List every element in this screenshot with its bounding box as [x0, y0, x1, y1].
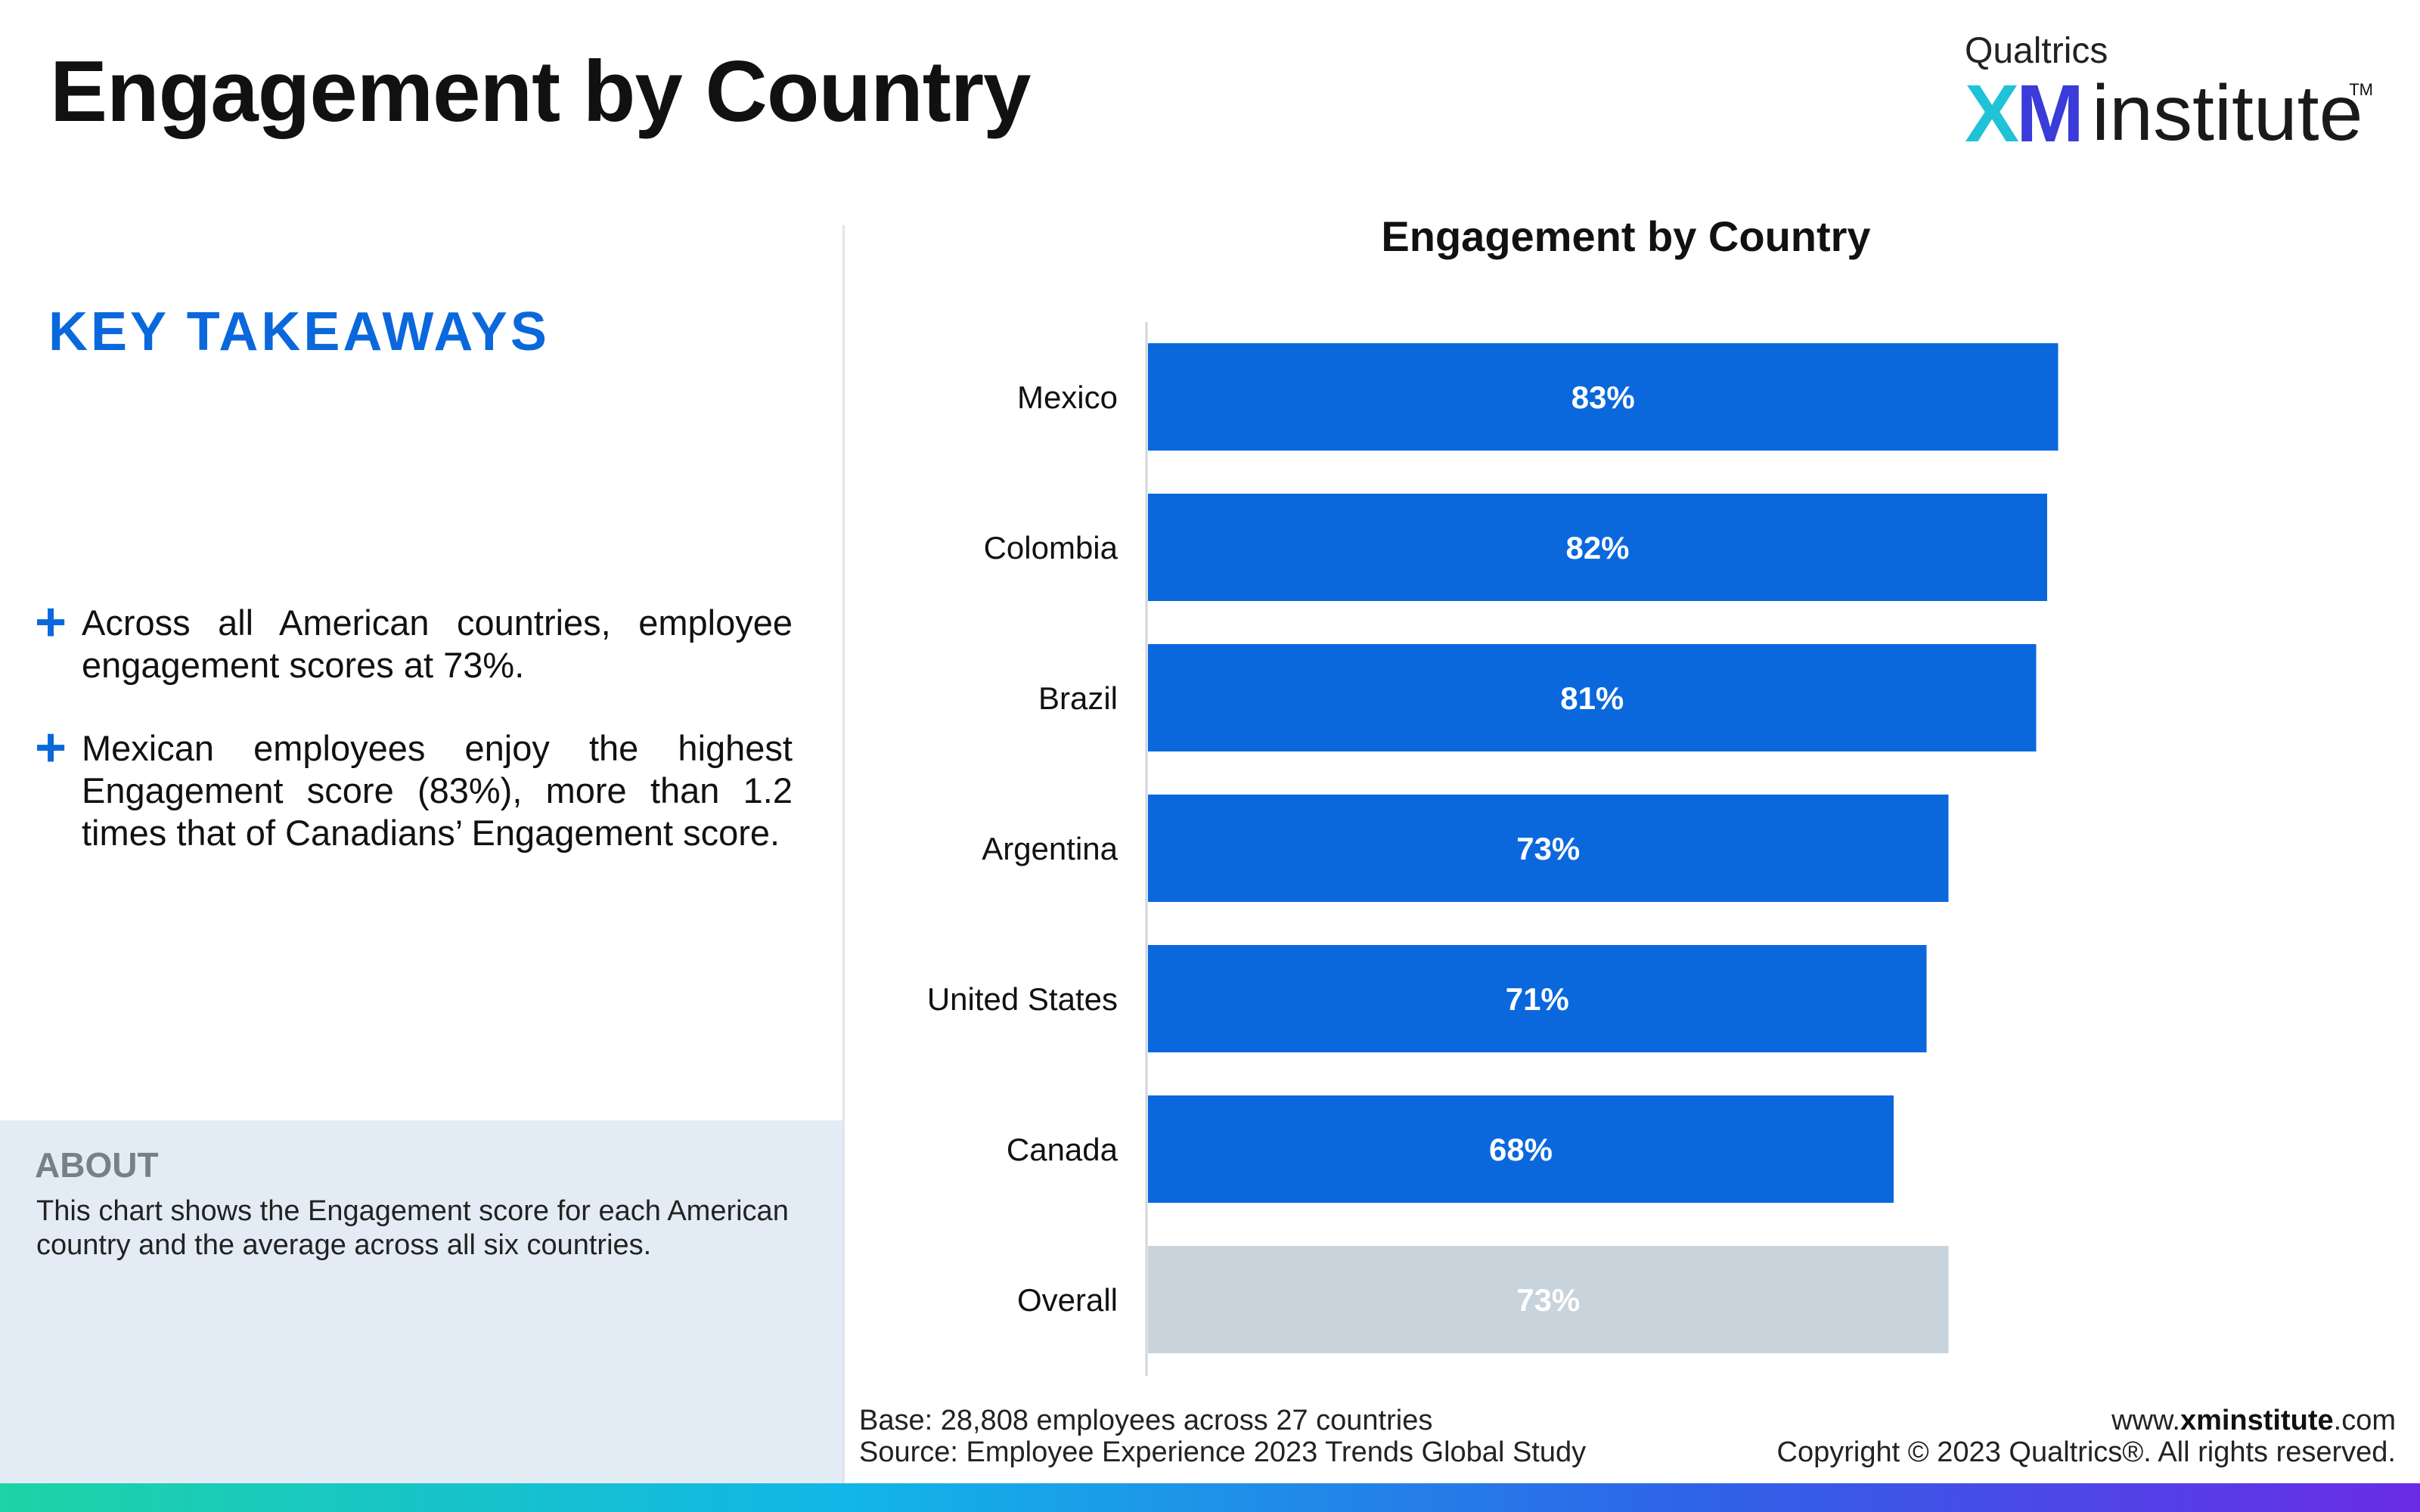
category-label: Brazil [1038, 680, 1118, 716]
takeaway-item: + Mexican employees enjoy the highest En… [35, 717, 793, 854]
url-bold: xminstitute [2180, 1405, 2334, 1436]
about-heading: ABOUT [35, 1145, 159, 1185]
url-prefix: www. [2111, 1405, 2180, 1436]
plus-icon: + [35, 592, 67, 652]
takeaway-text: Mexican employees enjoy the highest Enga… [82, 728, 793, 853]
logo-xm-m: M [2016, 67, 2084, 159]
bar-canada [1148, 1095, 1894, 1203]
chart-title: Engagement by Country [1381, 212, 1871, 260]
bar-overall [1148, 1246, 1949, 1353]
logo-brand: Qualtrics [1965, 31, 2108, 71]
key-takeaways-heading: KEY TAKEAWAYS [48, 302, 550, 362]
category-label: United States [927, 981, 1118, 1017]
bar-colombia [1148, 494, 2047, 601]
logo-xm: XM [1965, 67, 2084, 159]
page-title: Engagement by Country [50, 44, 1031, 140]
category-label: Mexico [1017, 380, 1118, 415]
value-label: 73% [1516, 831, 1580, 866]
bar-mexico [1148, 343, 2059, 451]
xm-institute-logo: Qualtrics XM institute TM [1965, 30, 2373, 159]
logo-xm-x: X [1965, 67, 2019, 159]
category-label: Argentina [982, 831, 1118, 866]
category-label: Overall [1017, 1282, 1118, 1318]
source-note: Source: Employee Experience 2023 Trends … [859, 1436, 1587, 1468]
column-divider [842, 225, 845, 1483]
base-note: Base: 28,808 employees across 27 countri… [859, 1405, 1433, 1436]
footer-source: Base: 28,808 employees across 27 countri… [859, 1405, 1586, 1468]
takeaway-item: + Across all American countries, employe… [35, 592, 793, 686]
bar-argentina [1148, 795, 1949, 902]
category-label: Colombia [984, 530, 1118, 565]
website-link[interactable]: www.xminstitute.com [1777, 1405, 2396, 1436]
value-label: 82% [1565, 530, 1629, 565]
value-label: 71% [1506, 981, 1569, 1017]
engagement-chart: Engagement by Country Mexico 83% Colombia 8… [870, 212, 2382, 1391]
plus-icon: + [35, 717, 67, 778]
logo-trademark: TM [2349, 80, 2373, 99]
value-label: 68% [1489, 1132, 1553, 1167]
about-text: This chart shows the Engagement score fo… [36, 1195, 789, 1261]
bar-united-states [1148, 945, 1927, 1052]
footer-credits: www.xminstitute.com Copyright © 2023 Qua… [1777, 1405, 2396, 1468]
url-suffix: .com [2333, 1405, 2396, 1436]
bar-brazil [1148, 644, 2037, 751]
value-label: 83% [1571, 380, 1635, 415]
about-panel: ABOUT This chart shows the Engagement sc… [0, 1120, 842, 1483]
logo-institute: institute [2092, 70, 2363, 157]
value-label: 73% [1516, 1282, 1580, 1318]
takeaway-text: Across all American countries, employee … [82, 603, 793, 685]
value-label: 81% [1560, 680, 1624, 716]
category-label: Canada [1007, 1132, 1118, 1167]
bar-chart-svg: Mexico 83% Colombia 82% Brazil 81% Argentina 73… [927, 322, 2059, 1376]
copyright-text: Copyright © 2023 Qualtrics®. All rights … [1776, 1436, 2396, 1468]
brand-gradient-bar [0, 1483, 2420, 1512]
